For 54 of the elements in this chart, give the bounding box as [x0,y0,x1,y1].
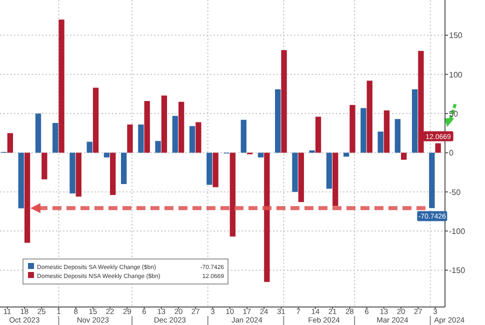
bar [281,50,287,153]
bar [206,152,212,185]
bar [196,122,202,153]
bar [435,143,441,153]
bar [394,119,400,153]
bar [172,116,178,153]
bar [343,152,350,157]
y-tick-label: -150 [449,266,466,276]
bar [144,101,150,153]
bar [110,152,116,196]
bar [412,89,418,153]
bar [138,124,144,153]
bar [384,110,390,153]
bar [275,89,281,153]
bar [366,80,372,153]
bar [212,152,218,188]
bar [120,152,127,184]
bar [240,120,246,153]
bar [42,152,48,180]
bar [35,114,42,153]
bar [92,88,99,153]
y-tick-label: 50 [449,110,458,119]
bar [378,132,384,153]
y-tick-label: 100 [449,70,463,80]
bar [52,122,58,153]
bar [76,152,82,197]
bar [24,152,30,243]
bar [230,152,236,237]
bar [332,152,338,206]
bar [161,96,168,153]
bar [429,152,435,208]
y-tick-label: 150 [449,31,463,40]
bar [258,152,264,158]
y-tick-label: -50 [449,188,462,197]
y-tick-label: 0 [449,148,454,158]
bar [400,152,407,160]
bar [264,152,270,282]
bar [189,126,196,153]
bar [326,152,332,189]
bar [178,102,184,153]
bar [350,104,356,153]
bar [7,133,13,153]
bar [315,116,322,153]
bar [155,140,161,153]
bar [18,152,24,208]
bar [58,20,64,153]
bar [292,152,298,192]
y-tick-label: -100 [449,227,466,236]
bar [86,142,92,153]
bar [104,152,110,158]
bar [360,108,366,153]
bar [298,152,304,202]
bar [70,152,76,194]
bar [127,124,133,153]
